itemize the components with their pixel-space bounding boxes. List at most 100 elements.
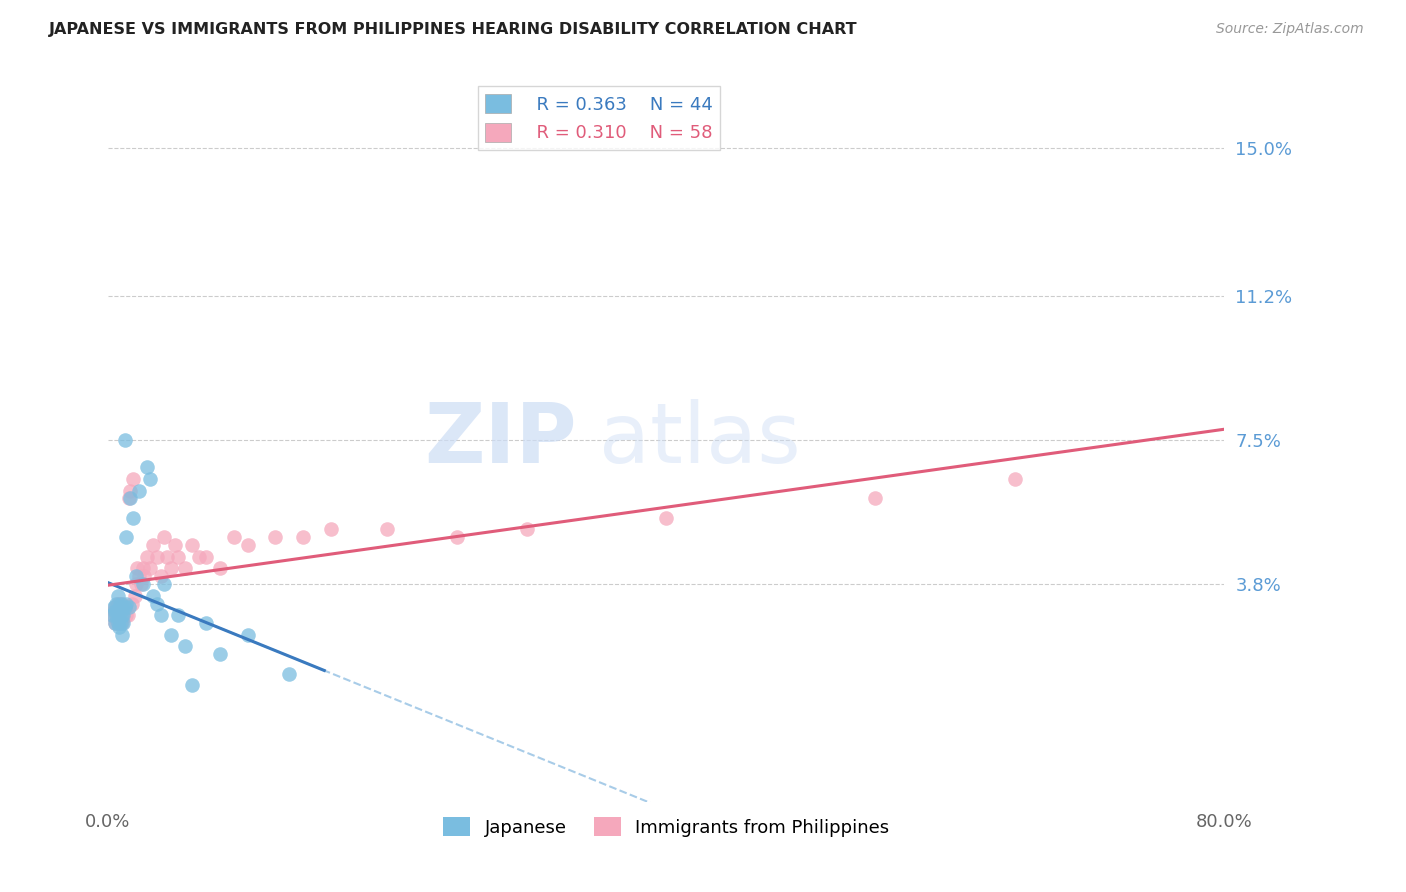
Point: [150, 608, 173, 623]
Point: [112, 608, 135, 623]
Point: [1004, 472, 1026, 486]
Point: [136, 460, 159, 475]
Point: [110, 604, 132, 618]
Point: [166, 549, 188, 564]
Point: [103, 604, 125, 618]
Point: [180, 538, 202, 552]
Point: [120, 483, 142, 498]
Point: [136, 549, 159, 564]
Point: [208, 561, 231, 575]
Point: [104, 604, 127, 618]
Point: [166, 608, 188, 623]
Point: [128, 569, 150, 583]
Point: [180, 678, 202, 692]
Point: [107, 604, 129, 618]
Point: [115, 597, 138, 611]
Point: [118, 600, 141, 615]
Point: [278, 666, 301, 681]
Point: [114, 600, 136, 615]
Point: [121, 597, 143, 611]
Point: [120, 491, 142, 506]
Point: [115, 608, 138, 623]
Point: [159, 561, 181, 575]
Point: [187, 549, 209, 564]
Point: [104, 600, 127, 615]
Point: [132, 577, 155, 591]
Point: [375, 523, 398, 537]
Point: [108, 597, 131, 611]
Point: [110, 615, 132, 630]
Point: [108, 604, 131, 618]
Point: [134, 569, 156, 583]
Point: [105, 612, 128, 626]
Point: [125, 577, 148, 591]
Point: [105, 608, 128, 623]
Point: [128, 483, 150, 498]
Point: [173, 561, 195, 575]
Point: [125, 569, 148, 583]
Point: [292, 530, 315, 544]
Point: [110, 612, 132, 626]
Point: [446, 530, 468, 544]
Point: [142, 538, 165, 552]
Point: [111, 608, 134, 623]
Point: [139, 472, 162, 486]
Point: [103, 600, 125, 615]
Point: [112, 615, 135, 630]
Point: [107, 589, 129, 603]
Point: [150, 569, 173, 583]
Point: [118, 491, 141, 506]
Point: [105, 597, 128, 611]
Point: [114, 600, 136, 615]
Point: [107, 615, 129, 630]
Legend: Japanese, Immigrants from Philippines: Japanese, Immigrants from Philippines: [436, 810, 897, 844]
Point: [127, 561, 149, 575]
Point: [101, 608, 124, 623]
Point: [132, 561, 155, 575]
Point: [142, 589, 165, 603]
Point: [108, 612, 131, 626]
Point: [117, 608, 139, 623]
Point: [104, 615, 127, 630]
Text: JAPANESE VS IMMIGRANTS FROM PHILIPPINES HEARING DISABILITY CORRELATION CHART: JAPANESE VS IMMIGRANTS FROM PHILIPPINES …: [49, 22, 858, 37]
Text: Source: ZipAtlas.com: Source: ZipAtlas.com: [1216, 22, 1364, 37]
Point: [124, 589, 146, 603]
Point: [111, 600, 134, 615]
Point: [194, 549, 217, 564]
Point: [194, 615, 217, 630]
Point: [516, 523, 538, 537]
Point: [146, 549, 169, 564]
Point: [153, 530, 176, 544]
Point: [153, 577, 176, 591]
Point: [208, 647, 231, 661]
Point: [865, 491, 887, 506]
Point: [264, 530, 287, 544]
Point: [146, 597, 169, 611]
Point: [108, 600, 131, 615]
Point: [655, 510, 678, 524]
Point: [108, 620, 131, 634]
Point: [122, 510, 145, 524]
Point: [101, 608, 124, 623]
Point: [108, 615, 131, 630]
Point: [107, 597, 129, 611]
Point: [159, 628, 181, 642]
Point: [139, 561, 162, 575]
Point: [110, 600, 132, 615]
Text: ZIP: ZIP: [425, 400, 576, 481]
Point: [122, 472, 145, 486]
Point: [111, 604, 134, 618]
Point: [112, 608, 135, 623]
Point: [115, 530, 138, 544]
Point: [163, 538, 186, 552]
Point: [114, 433, 136, 447]
Point: [111, 597, 134, 611]
Point: [110, 597, 132, 611]
Point: [236, 538, 259, 552]
Point: [105, 604, 128, 618]
Point: [111, 615, 134, 630]
Point: [107, 608, 129, 623]
Point: [131, 577, 153, 591]
Point: [155, 549, 177, 564]
Point: [236, 628, 259, 642]
